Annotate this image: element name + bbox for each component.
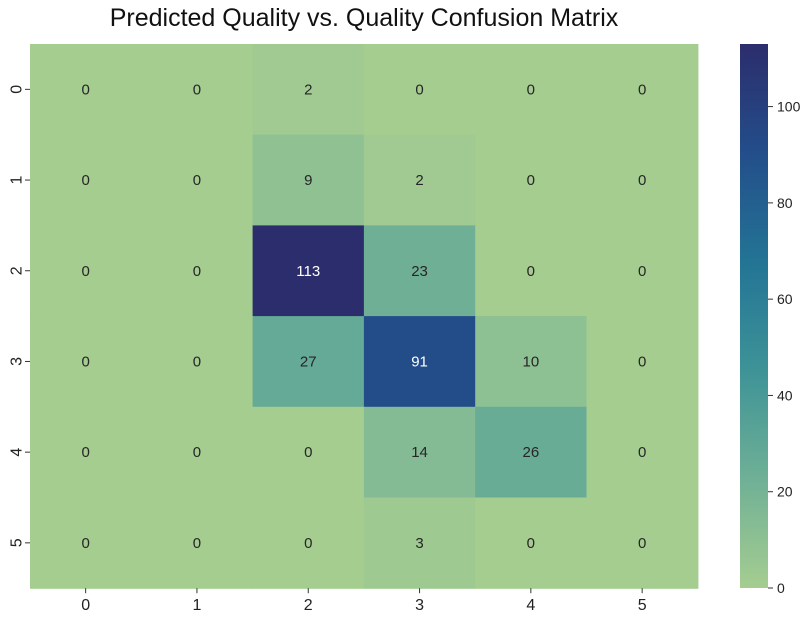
y-tick-label: 2 [9, 266, 26, 275]
colorbar: 0 20 40 60 80 100 [740, 44, 801, 596]
heatmap-cell [475, 406, 588, 499]
x-tick-label: 3 [415, 597, 424, 614]
heatmap-cell [30, 134, 142, 226]
cell-value-label: 0 [193, 444, 201, 461]
heatmap-cell [586, 44, 699, 136]
heatmap-cell [586, 134, 699, 226]
heatmap-cell [252, 44, 365, 136]
cell-value-label: 0 [81, 172, 89, 189]
heatmap-cell [30, 225, 142, 317]
x-tick-label: 4 [526, 597, 535, 614]
chart-title: Predicted Quality vs. Quality Confusion … [110, 4, 619, 32]
cell-value-label: 0 [638, 353, 646, 370]
cell-value-label: 9 [304, 172, 312, 189]
heatmap-cells: 0 0 2 0 0 0 0 0 9 2 0 0 0 0 113 23 0 0 0 0 27 91 10 0 0 0 0 14 26 0 0 0… [30, 44, 699, 589]
cell-value-label: 0 [81, 353, 89, 370]
heatmap-cell [30, 497, 142, 589]
heatmap-cell [141, 406, 254, 499]
cell-value-label: 0 [193, 81, 201, 98]
x-tick-label: 2 [304, 597, 313, 614]
cell-value-label: 0 [527, 535, 535, 552]
cell-value-label: 0 [415, 81, 423, 98]
heatmap-cell [252, 497, 365, 589]
cell-value-label: 0 [304, 535, 312, 552]
heatmap-cell [363, 406, 476, 499]
heatmap-cell [30, 44, 142, 136]
cell-value-label: 0 [81, 263, 89, 280]
x-tick-label: 1 [192, 597, 201, 614]
cell-value-label: 27 [300, 353, 317, 370]
cell-value-label: 0 [527, 172, 535, 189]
heatmap-cell [586, 406, 699, 499]
cell-value-label: 0 [638, 81, 646, 98]
colorbar-tick-label: 60 [777, 291, 793, 307]
heatmap-cell [475, 225, 588, 317]
cell-value-label: 0 [193, 172, 201, 189]
heatmap-cell [141, 316, 254, 408]
cell-value-label: 2 [304, 81, 312, 98]
cell-value-label: 0 [638, 444, 646, 461]
cell-value-label: 113 [296, 263, 320, 280]
cell-value-label: 0 [527, 81, 535, 98]
heatmap-cell [252, 225, 365, 317]
colorbar-tick-label: 40 [777, 387, 793, 403]
cell-value-label: 23 [411, 263, 428, 280]
heatmap-cell [141, 134, 254, 226]
colorbar-tick-label: 100 [777, 99, 801, 115]
cell-value-label: 0 [638, 535, 646, 552]
colorbar-gradient [740, 44, 768, 588]
heatmap-cell [252, 406, 365, 499]
x-tick-label: 0 [81, 597, 90, 614]
heatmap-cell [475, 316, 588, 408]
heatmap-cell [141, 44, 254, 136]
cell-value-label: 0 [638, 172, 646, 189]
heatmap-cell [252, 316, 365, 408]
heatmap-cell [586, 225, 699, 317]
heatmap-cell [363, 44, 476, 136]
x-tick-label: 5 [638, 597, 647, 614]
cell-value-label: 0 [193, 353, 201, 370]
y-tick-label: 1 [9, 176, 26, 185]
y-tick-label: 0 [9, 85, 26, 94]
heatmap-cell [30, 406, 142, 499]
cell-value-label: 3 [415, 535, 423, 552]
y-axis-ticks: 0 1 2 3 4 5 [9, 85, 30, 547]
heatmap-cell [475, 44, 588, 136]
heatmap-cell [363, 316, 476, 408]
x-axis-ticks: 0 1 2 3 4 5 [81, 588, 647, 614]
heatmap-cell [475, 134, 588, 226]
heatmap-cell [363, 225, 476, 317]
heatmap-cell [141, 225, 254, 317]
cell-value-label: 26 [523, 444, 540, 461]
colorbar-tick-label: 0 [777, 580, 785, 596]
heatmap-cell [252, 134, 365, 226]
y-tick-label: 3 [9, 357, 26, 366]
cell-value-label: 0 [193, 263, 201, 280]
heatmap-cell [586, 497, 699, 589]
y-tick-label: 5 [9, 538, 26, 547]
heatmap-cell [363, 497, 476, 589]
cell-value-label: 0 [638, 263, 646, 280]
colorbar-tick-label: 80 [777, 195, 793, 211]
heatmap-cell [141, 497, 254, 589]
heatmap-cell [586, 316, 699, 408]
cell-value-label: 2 [415, 172, 423, 189]
cell-value-label: 91 [411, 353, 428, 370]
cell-value-label: 0 [304, 444, 312, 461]
cell-value-label: 10 [523, 353, 540, 370]
cell-value-label: 0 [527, 263, 535, 280]
cell-value-label: 14 [411, 444, 428, 461]
cell-value-label: 0 [81, 81, 89, 98]
colorbar-tick-label: 20 [777, 484, 793, 500]
cell-value-label: 0 [193, 535, 201, 552]
cell-value-label: 0 [81, 535, 89, 552]
heatmap-cell [475, 497, 588, 589]
heatmap-cell [363, 134, 476, 226]
y-tick-label: 4 [9, 448, 26, 457]
cell-value-label: 0 [81, 444, 89, 461]
heatmap-cell [30, 316, 142, 408]
